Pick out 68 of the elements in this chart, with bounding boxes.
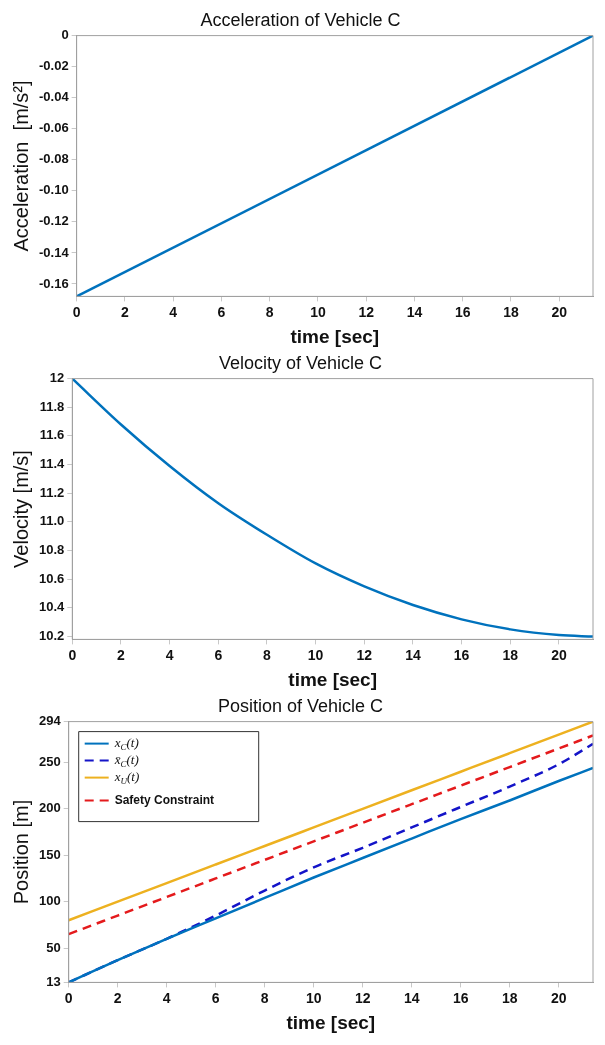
legend-label: Safety Constraint — [114, 792, 215, 807]
y-tick-label: -0.06 — [38, 120, 69, 136]
x-tick-label: 6 — [214, 646, 223, 663]
y-tick-label: 10.4 — [38, 599, 66, 615]
x-tick-label: 18 — [501, 989, 518, 1006]
x-tick-label: 2 — [113, 989, 122, 1006]
x-tick-label: 12 — [354, 989, 371, 1006]
y-axis-title: Acceleration [m/s²] — [9, 80, 32, 252]
y-tick-label: 0 — [61, 27, 69, 43]
x-tick-label: 12 — [356, 646, 373, 663]
x-axis-title: time [sec] — [290, 325, 380, 347]
x-tick-label: 6 — [217, 303, 226, 320]
x-axis-title: time [sec] — [286, 1011, 376, 1033]
y-tick-label: -0.12 — [38, 213, 69, 229]
y-tick-label: -0.04 — [38, 89, 70, 105]
y-axis-title: Velocity [m/s] — [9, 450, 32, 568]
x-tick-label: 8 — [263, 646, 272, 663]
y-tick-label: 11.2 — [39, 484, 65, 500]
y-tick-label: 11.4 — [39, 456, 66, 472]
x-tick-label: 14 — [405, 646, 421, 663]
x-tick-label: 16 — [452, 989, 469, 1006]
x-tick-label: 4 — [165, 646, 174, 663]
x-tick-label: 14 — [406, 303, 423, 320]
x-tick-label: 10 — [307, 646, 324, 663]
x-tick-label: 18 — [503, 303, 519, 320]
x-tick-label: 16 — [453, 646, 470, 663]
y-tick-label: 50 — [46, 939, 61, 955]
x-tick-label: 12 — [358, 303, 375, 320]
y-tick-label: 11.0 — [39, 513, 65, 529]
y-axis-title: Position [m] — [9, 799, 32, 905]
y-tick-label: -0.14 — [38, 244, 70, 260]
x-tick-label: 10 — [305, 989, 322, 1006]
y-tick-label: 10.6 — [38, 570, 65, 586]
x-tick-label: 4 — [162, 989, 171, 1006]
chart-title: Acceleration of Vehicle C — [200, 9, 401, 30]
chart-title: Position of Vehicle C — [217, 695, 384, 716]
x-tick-label: 10 — [310, 303, 326, 320]
y-tick-label: -0.08 — [38, 151, 69, 167]
y-tick-label: -0.02 — [38, 58, 69, 74]
x-tick-label: 6 — [211, 989, 220, 1006]
x-tick-label: 20 — [550, 989, 567, 1006]
x-tick-label: 8 — [260, 989, 269, 1006]
y-tick-label: 12 — [49, 370, 65, 386]
x-tick-label: 0 — [72, 303, 81, 320]
y-tick-label: 10.2 — [38, 628, 65, 644]
x-tick-label: 20 — [551, 646, 567, 663]
x-tick-label: 18 — [502, 646, 519, 663]
x-tick-label: 16 — [454, 303, 471, 320]
y-tick-label: 250 — [38, 754, 61, 770]
y-tick-label: -0.10 — [38, 182, 69, 198]
x-tick-label: 14 — [403, 989, 420, 1006]
y-tick-label: 100 — [38, 893, 61, 909]
x-tick-label: 4 — [169, 303, 178, 320]
y-tick-label: 200 — [38, 800, 61, 816]
x-axis-title: time [sec] — [288, 668, 377, 690]
x-tick-label: 2 — [117, 646, 126, 663]
y-tick-label: -0.16 — [38, 275, 69, 291]
x-tick-label: 8 — [265, 303, 274, 320]
y-tick-label: 11.8 — [39, 398, 65, 414]
y-tick-label: 294 — [38, 713, 62, 729]
y-tick-label: 150 — [38, 846, 61, 862]
y-tick-label: 10.8 — [38, 542, 65, 558]
line-series — [72, 378, 593, 638]
y-tick-label: 13 — [46, 973, 61, 989]
x-tick-label: 20 — [551, 303, 568, 320]
x-tick-label: 2 — [120, 303, 129, 320]
y-tick-label: 11.6 — [39, 427, 65, 443]
chart-title: Velocity of Vehicle C — [218, 352, 383, 373]
